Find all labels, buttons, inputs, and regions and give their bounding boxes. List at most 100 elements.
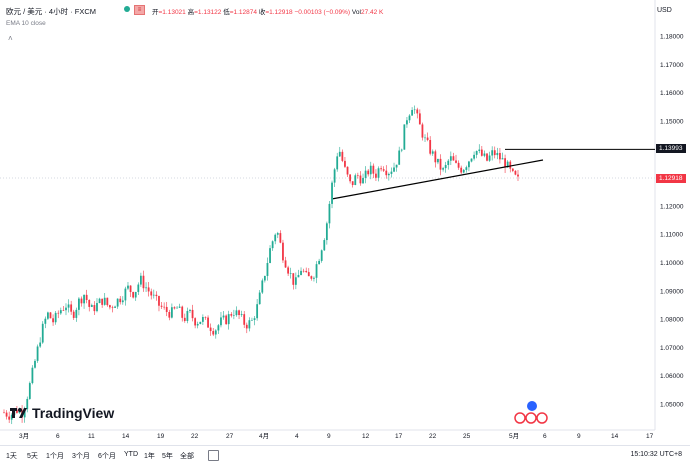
candles-group	[3, 105, 655, 425]
candle-body	[294, 277, 297, 285]
price-tick-label: 1.07000	[660, 345, 684, 352]
time-tick-label: 11	[88, 433, 95, 440]
candle-body	[431, 151, 434, 154]
candle-body	[212, 331, 215, 335]
timeframe-button[interactable]: 1个月	[46, 453, 64, 460]
candle-body	[225, 315, 228, 325]
candle-body	[375, 173, 377, 178]
candle-body	[310, 276, 313, 279]
symbol-title[interactable]: 欧元 / 美元 · 4小时 · FXCM	[6, 7, 96, 16]
price-axis: 1.180001.170001.160001.150001.140001.130…	[660, 34, 684, 409]
candle-body	[380, 168, 383, 170]
time-tick-label: 4月	[259, 432, 269, 440]
timeframe-button[interactable]: 1年	[144, 453, 155, 460]
candle-body	[222, 315, 225, 318]
clock: 15:10:32 UTC+8	[630, 451, 682, 458]
candle-body	[44, 318, 47, 324]
candle-body	[238, 310, 240, 316]
candle-body	[67, 304, 70, 308]
candle-body	[168, 312, 171, 318]
tradingview-logo-mark	[10, 406, 28, 420]
candle-body	[491, 150, 494, 156]
candle-body	[124, 288, 127, 301]
candle-body	[139, 275, 142, 285]
candle-body	[313, 277, 315, 279]
candle-body	[413, 109, 416, 111]
time-tick-label: 22	[429, 433, 437, 440]
time-tick-label: 4	[295, 433, 299, 440]
candle-body	[111, 307, 114, 308]
candle-body	[181, 306, 184, 318]
horizontal-line-price-label: 1.13993	[656, 144, 686, 153]
candle-body	[230, 314, 233, 316]
currency-label[interactable]: USD	[657, 7, 672, 14]
tradingview-logo-icon[interactable]: TradingView	[10, 405, 114, 421]
ohlc-values: 开=1.13021 高=1.13122 低=1.12874 收=1.12918 …	[152, 6, 383, 16]
chevron-up-icon[interactable]: ˄	[8, 34, 13, 43]
candle-body	[245, 324, 248, 329]
candle-body	[243, 314, 246, 325]
candle-body	[199, 321, 202, 324]
candle-body	[336, 156, 339, 170]
candle-body	[145, 287, 147, 289]
candle-body	[385, 170, 388, 176]
trendline	[332, 159, 544, 200]
candle-body	[284, 260, 287, 268]
candle-body	[271, 241, 274, 249]
candle-body	[108, 305, 111, 308]
economic-events[interactable]	[512, 400, 556, 426]
candle-body	[418, 113, 421, 125]
price-tick-label: 1.10000	[660, 260, 684, 267]
candle-body	[10, 414, 13, 420]
candle-body	[217, 325, 220, 331]
time-tick-label: 6	[56, 433, 60, 440]
candle-body	[279, 233, 282, 243]
ema-indicator-label[interactable]: EMA 10 close	[6, 20, 46, 27]
timeframe-button[interactable]: 1天	[6, 453, 17, 460]
time-tick-label: 17	[395, 433, 403, 440]
time-tick-label: 6	[543, 433, 547, 440]
candle-body	[78, 298, 80, 310]
candle-body	[75, 309, 78, 318]
candle-body	[331, 182, 333, 204]
candle-body	[266, 262, 269, 276]
time-tick-label: 14	[611, 433, 619, 440]
candle-body	[178, 306, 181, 308]
candle-body	[26, 398, 29, 410]
price-chart[interactable]: 1.180001.170001.160001.150001.140001.130…	[0, 0, 690, 445]
timeframe-button[interactable]: 5年	[162, 453, 173, 460]
candle-body	[338, 151, 341, 157]
candle-body	[176, 307, 178, 309]
calendar-icon[interactable]	[208, 450, 219, 461]
candle-body	[158, 296, 160, 306]
candle-body	[478, 149, 481, 151]
candle-body	[493, 150, 496, 156]
timeframe-button[interactable]: 6个月	[98, 453, 116, 460]
candle-body	[287, 267, 290, 274]
candle-body	[261, 280, 264, 293]
candle-body	[333, 169, 336, 183]
time-tick-label: 22	[191, 433, 199, 440]
candle-body	[132, 292, 135, 298]
candle-body	[496, 152, 499, 156]
candle-body	[364, 170, 367, 178]
candle-body	[499, 152, 501, 160]
candle-body	[315, 264, 318, 278]
candle-body	[220, 317, 222, 326]
timeframe-button[interactable]: 5天	[27, 453, 38, 460]
candle-body	[8, 416, 11, 420]
candle-body	[235, 310, 238, 316]
candle-body	[142, 275, 145, 289]
flag-icon[interactable]: ≡	[134, 5, 145, 15]
candle-body	[416, 109, 419, 114]
candle-body	[54, 312, 57, 323]
timeframe-button[interactable]: 全部	[180, 453, 194, 460]
candle-body	[470, 158, 473, 162]
candle-body	[511, 168, 514, 171]
candle-body	[96, 303, 98, 312]
candle-body	[163, 306, 166, 308]
candle-body	[302, 270, 305, 272]
timeframe-button[interactable]: 3个月	[72, 453, 90, 460]
time-tick-label: 12	[362, 433, 370, 440]
timeframe-button[interactable]: YTD	[124, 451, 138, 458]
